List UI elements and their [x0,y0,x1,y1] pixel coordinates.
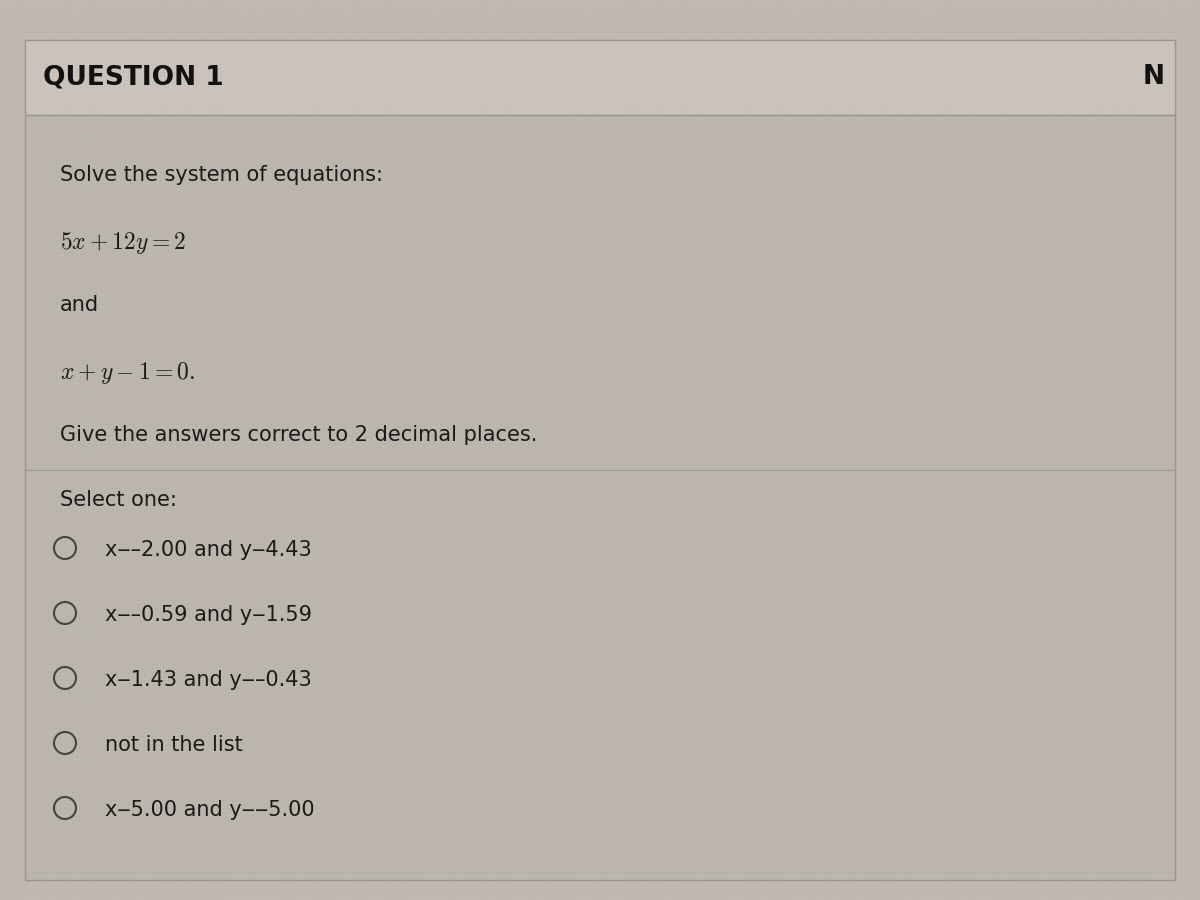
Text: x‒–2.00 and y‒4.43: x‒–2.00 and y‒4.43 [106,540,312,560]
Text: QUESTION 1: QUESTION 1 [43,65,223,91]
Text: not in the list: not in the list [106,735,242,755]
Text: $5x + 12y = 2$: $5x + 12y = 2$ [60,230,186,256]
Text: Select one:: Select one: [60,490,176,510]
Text: Give the answers correct to 2 decimal places.: Give the answers correct to 2 decimal pl… [60,425,538,445]
Text: x‒5.00 and y‒‒5.00: x‒5.00 and y‒‒5.00 [106,800,314,820]
Text: and: and [60,295,100,315]
Text: Solve the system of equations:: Solve the system of equations: [60,165,383,185]
Text: x‒1.43 and y‒–0.43: x‒1.43 and y‒–0.43 [106,670,312,690]
Text: N: N [1142,65,1165,91]
Text: $x + y - 1 = 0.$: $x + y - 1 = 0.$ [60,360,196,386]
Bar [25,40,1175,115]
Bar [25,115,1175,880]
Text: x‒–0.59 and y‒1.59: x‒–0.59 and y‒1.59 [106,605,312,625]
